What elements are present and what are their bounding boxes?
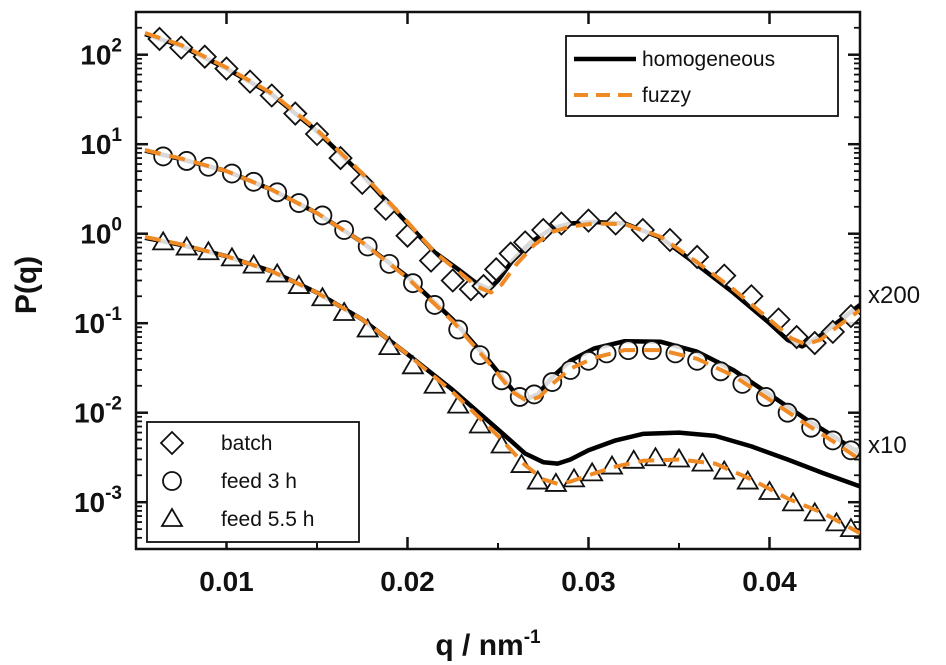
data-markers [144,26,860,538]
legend-label-homogeneous: homogeneous [642,48,775,71]
data-point-diamond [630,217,656,243]
y-axis-title: P(q) [10,256,43,314]
x-tick-label: 0.02 [380,566,435,597]
data-point-diamond [711,263,737,288]
data-point-triangle [446,393,470,414]
data-point-triangle [356,317,380,338]
x-tick-label: 0.01 [199,566,254,597]
data-point-triangle [712,459,736,480]
x-axis-title-text: q / nm [435,629,523,662]
x-axis: 0.01 0.02 0.03 0.04 [135,12,861,597]
legend-data: batch feed 3 h feed 5.5 h [146,421,360,543]
legend-label-diamond: batch [221,432,272,455]
data-point-triangle [423,373,447,394]
data-point-circle [578,350,599,371]
legend-marker-diamond [159,430,185,456]
legend-label-triangle: feed 5.5 h [221,508,314,531]
data-point-diamond [237,69,263,94]
data-point-diamond [576,208,601,233]
x-tick-label: 0.03 [561,566,616,597]
data-point-diamond [328,145,353,171]
y-tick-label: 101 [80,125,122,160]
data-point-diamond [418,248,444,273]
data-point-triangle [736,469,760,490]
legend-marker-circle [162,471,182,491]
data-point-triangle [468,413,492,434]
data-point-triangle [803,501,827,522]
legend-label-circle: feed 3 h [221,470,297,493]
x-tick-label: 0.04 [742,566,797,597]
data-point-diamond [440,268,466,293]
fit-line-fuzzy [144,234,860,535]
annotations: x200 x10 [868,282,920,459]
legend-marker-triangle [160,507,184,527]
data-point-diamond [483,257,509,282]
data-point-diamond [168,35,194,60]
y-tick-label: 10-1 [74,304,122,339]
data-point-diamond [684,244,710,270]
fit-line-fuzzy [144,148,860,462]
data-point-diamond [530,217,556,243]
data-point-triangle [332,301,356,321]
legend-fits-box [565,35,839,117]
data-point-diamond [304,121,330,147]
legend-label-fuzzy: fuzzy [642,84,692,107]
y-axis: 102 101 100 10-1 10-2 10-3 [74,11,860,550]
y-tick-label: 10-3 [74,483,122,518]
y-tick-label: 102 [80,36,122,71]
data-point-diamond [498,241,523,266]
y-tick-label: 100 [80,215,122,250]
scale-annotation: x200 [868,282,920,309]
data-point-circle [334,220,355,240]
data-point-triangle [490,433,514,454]
data-point-diamond [349,170,375,196]
x-axis-title-exponent: -1 [524,627,541,648]
data-point-circle [176,151,197,171]
x-axis-title: q / nm-1 [435,627,541,662]
y-tick-label: 10-2 [74,394,122,429]
fit-line-fuzzy [144,31,860,347]
data-point-diamond [739,283,764,309]
legend-fits: homogeneous fuzzy [565,35,839,117]
scale-annotation: x10 [868,432,907,459]
data-point-triangle [643,446,668,467]
